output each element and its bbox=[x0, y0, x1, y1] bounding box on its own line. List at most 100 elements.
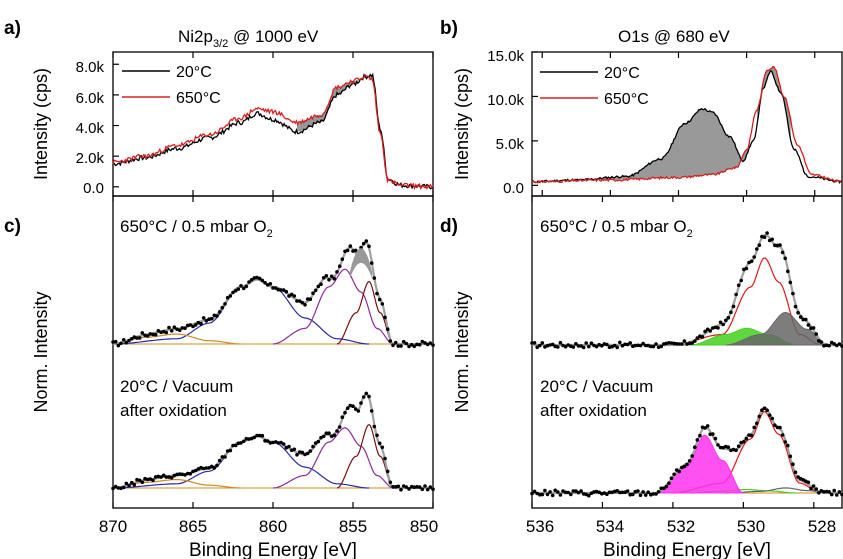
data-point-c-1 bbox=[228, 448, 233, 453]
data-point-d-1 bbox=[824, 489, 829, 494]
data-point-c-1 bbox=[335, 429, 339, 433]
data-point-c-0 bbox=[420, 339, 425, 344]
xtick-d-0: 536 bbox=[526, 517, 554, 536]
data-point-c-0 bbox=[375, 291, 379, 296]
data-point-d-0 bbox=[827, 343, 831, 348]
data-point-d-1 bbox=[687, 459, 692, 463]
data-point-c-0 bbox=[431, 343, 435, 347]
data-point-c-0 bbox=[425, 342, 430, 347]
data-point-d-0 bbox=[571, 345, 576, 349]
data-point-c-0 bbox=[380, 302, 385, 306]
data-point-d-0 bbox=[680, 342, 684, 346]
data-point-c-1 bbox=[119, 486, 123, 491]
data-point-c-0 bbox=[191, 324, 195, 329]
component-fill-d-0-2 bbox=[725, 311, 828, 346]
data-point-c-1 bbox=[391, 485, 395, 489]
data-point-d-0 bbox=[579, 344, 583, 348]
data-point-c-1 bbox=[156, 474, 161, 479]
component-c-1-1 bbox=[272, 427, 394, 489]
data-point-c-1 bbox=[308, 449, 313, 453]
data-point-c-0 bbox=[385, 327, 390, 332]
data-point-d-1 bbox=[532, 489, 537, 494]
data-point-d-0 bbox=[703, 329, 707, 334]
data-point-d-0 bbox=[762, 235, 767, 239]
data-point-d-1 bbox=[716, 443, 720, 447]
title-a: Ni2p3/2 @ 1000 eV bbox=[178, 27, 319, 50]
data-point-c-0 bbox=[361, 241, 366, 246]
data-point-c-0 bbox=[319, 282, 323, 287]
title-a-sub: 3/2 bbox=[213, 38, 228, 50]
data-point-d-0 bbox=[708, 329, 712, 333]
data-point-d-1 bbox=[574, 489, 578, 493]
data-point-d-0 bbox=[538, 343, 542, 348]
data-point-c-1 bbox=[121, 485, 126, 490]
data-point-d-0 bbox=[641, 341, 645, 346]
data-point-d-1 bbox=[543, 488, 547, 493]
data-point-c-0 bbox=[177, 328, 182, 333]
data-point-c-1 bbox=[348, 403, 353, 408]
data-point-c-0 bbox=[316, 284, 321, 289]
data-point-c-0 bbox=[143, 333, 147, 338]
data-point-d-0 bbox=[628, 341, 632, 345]
data-point-c-1 bbox=[255, 433, 259, 438]
data-point-c-1 bbox=[217, 458, 222, 463]
data-point-d-1 bbox=[762, 406, 767, 411]
data-point-c-0 bbox=[172, 325, 177, 330]
data-point-c-1 bbox=[215, 463, 219, 468]
data-point-c-0 bbox=[231, 290, 235, 295]
xlabel-d: Binding Energy [eV] bbox=[603, 540, 771, 559]
data-point-c-1 bbox=[367, 394, 371, 399]
data-point-c-0 bbox=[127, 338, 131, 343]
data-point-d-1 bbox=[767, 413, 772, 418]
data-point-d-1 bbox=[796, 475, 800, 479]
data-point-c-1 bbox=[303, 452, 307, 457]
ytick-b-1: 10.0k bbox=[487, 92, 524, 109]
data-point-c-0 bbox=[423, 341, 427, 345]
data-point-c-0 bbox=[239, 284, 243, 288]
data-point-c-0 bbox=[287, 294, 291, 298]
data-point-c-0 bbox=[321, 276, 326, 280]
panel-label-a: a) bbox=[4, 18, 21, 39]
data-point-d-1 bbox=[672, 472, 676, 477]
data-point-c-0 bbox=[372, 276, 377, 280]
condition-c-bottom-1: 20°C / Vacuum bbox=[120, 377, 233, 396]
data-point-c-0 bbox=[292, 294, 297, 298]
data-point-c-1 bbox=[337, 425, 342, 429]
data-point-d-0 bbox=[801, 317, 805, 322]
data-point-c-1 bbox=[372, 424, 377, 429]
data-point-d-1 bbox=[618, 490, 622, 495]
data-point-d-1 bbox=[775, 425, 780, 430]
data-point-c-1 bbox=[412, 485, 417, 490]
data-point-c-1 bbox=[148, 477, 153, 481]
data-point-d-0 bbox=[716, 326, 720, 330]
data-point-d-0 bbox=[558, 340, 563, 345]
data-point-d-1 bbox=[625, 489, 630, 493]
data-point-d-1 bbox=[654, 492, 658, 496]
data-point-d-0 bbox=[690, 341, 694, 345]
data-point-c-1 bbox=[209, 464, 214, 469]
data-point-c-0 bbox=[393, 340, 398, 345]
data-point-d-0 bbox=[798, 315, 803, 319]
data-point-d-0 bbox=[793, 304, 798, 309]
data-point-d-1 bbox=[770, 416, 774, 421]
panel-label-d: d) bbox=[440, 216, 458, 237]
condition-d-bottom-1: 20°C / Vacuum bbox=[540, 377, 653, 396]
data-point-c-1 bbox=[236, 441, 241, 446]
data-point-d-1 bbox=[832, 488, 836, 493]
data-point-d-1 bbox=[656, 490, 661, 494]
data-point-c-0 bbox=[257, 276, 262, 281]
data-point-d-0 bbox=[540, 341, 545, 345]
data-point-d-1 bbox=[793, 470, 798, 475]
data-point-d-1 bbox=[646, 490, 650, 495]
data-point-d-1 bbox=[817, 491, 821, 495]
data-point-d-1 bbox=[667, 481, 671, 486]
data-point-c-1 bbox=[380, 445, 385, 450]
data-point-c-1 bbox=[407, 487, 411, 491]
data-point-d-0 bbox=[773, 243, 777, 248]
data-point-c-0 bbox=[137, 336, 142, 340]
data-point-d-1 bbox=[760, 408, 764, 413]
data-point-c-1 bbox=[140, 480, 145, 485]
data-point-d-0 bbox=[693, 339, 697, 343]
data-point-d-0 bbox=[796, 310, 800, 315]
